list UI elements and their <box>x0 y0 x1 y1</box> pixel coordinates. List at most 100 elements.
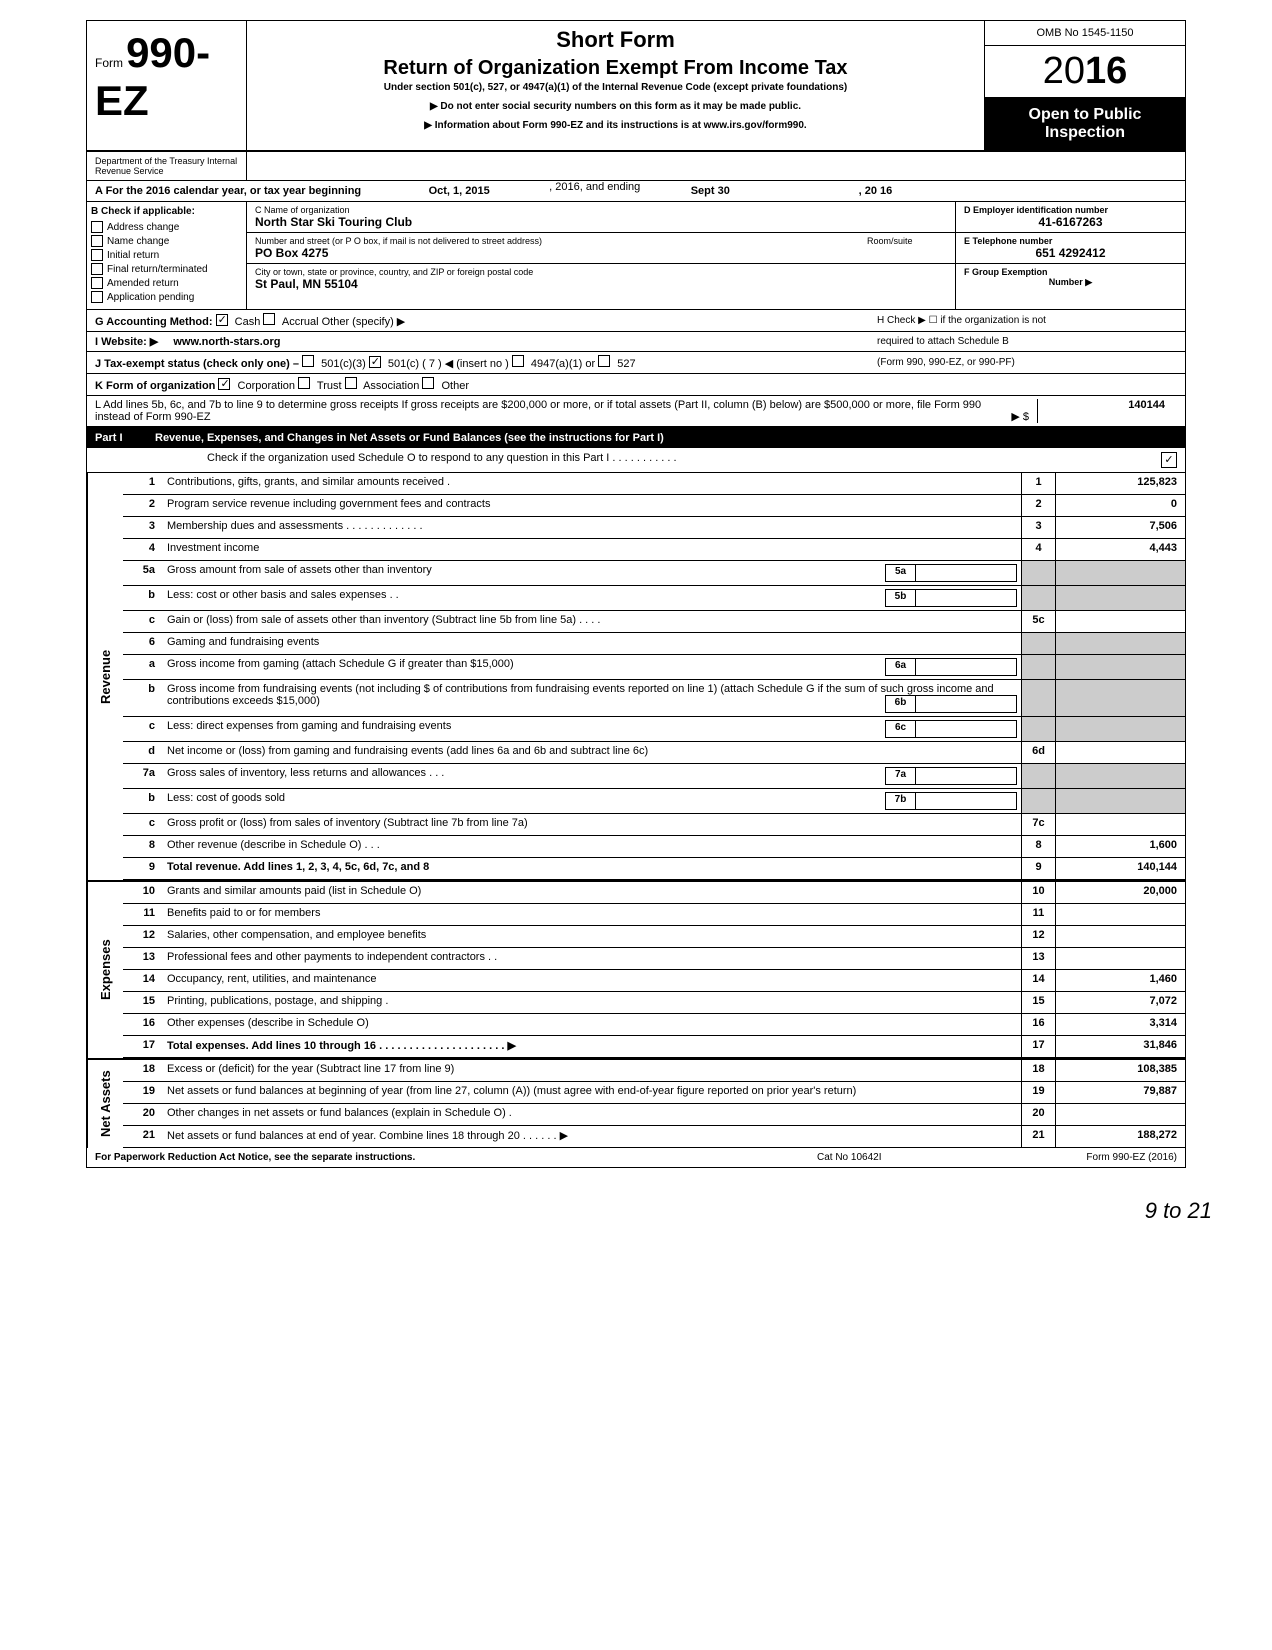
line-row: 2Program service revenue including gover… <box>123 495 1185 517</box>
row-i: I Website: ▶ www.north-stars.org require… <box>87 332 1185 352</box>
open-to-public: Open to Public Inspection <box>985 98 1185 150</box>
line-value <box>1055 611 1185 632</box>
form-page: Form 990-EZ Short Form Return of Organiz… <box>86 20 1186 1168</box>
ein-row: D Employer identification number 41-6167… <box>956 202 1185 233</box>
inline-amount-box[interactable]: 5a <box>885 564 1017 582</box>
inline-amount-box[interactable]: 5b <box>885 589 1017 607</box>
chk-501c3[interactable] <box>302 355 314 367</box>
part1-num: Part I <box>95 432 155 444</box>
chk-501c[interactable] <box>369 356 381 368</box>
chk-address-change[interactable]: Address change <box>91 221 242 233</box>
org-name-row: C Name of organization North Star Ski To… <box>247 202 955 233</box>
line-value: 1,460 <box>1055 970 1185 991</box>
c-room-label: Room/suite <box>867 236 947 246</box>
line-description: Gross amount from sale of assets other t… <box>163 561 1021 585</box>
line-box-number: 17 <box>1021 1036 1055 1057</box>
line-row: bLess: cost or other basis and sales exp… <box>123 586 1185 611</box>
chk-association[interactable] <box>345 377 357 389</box>
form-header: Form 990-EZ Short Form Return of Organiz… <box>87 21 1185 152</box>
line-row: cGain or (loss) from sale of assets othe… <box>123 611 1185 633</box>
chk-name-change[interactable]: Name change <box>91 235 242 247</box>
form-number: 990-EZ <box>95 29 210 124</box>
org-name: North Star Ski Touring Club <box>255 215 947 229</box>
ein-value: 41-6167263 <box>964 215 1177 229</box>
inline-amount-box[interactable]: 6c <box>885 720 1017 738</box>
row-k: K Form of organization Corporation Trust… <box>87 374 1185 396</box>
chk-initial-return[interactable]: Initial return <box>91 249 242 261</box>
chk-527[interactable] <box>598 355 610 367</box>
line-description: Investment income <box>163 539 1021 560</box>
handwritten-signature: 9 to 21 <box>20 1168 1252 1234</box>
line-box-number: 10 <box>1021 882 1055 903</box>
line-description: Other revenue (describe in Schedule O) .… <box>163 836 1021 857</box>
chk-final-return[interactable]: Final return/terminated <box>91 263 242 275</box>
c-name-label: C Name of organization <box>255 205 947 215</box>
line-row: 16Other expenses (describe in Schedule O… <box>123 1014 1185 1036</box>
line-description: Total revenue. Add lines 1, 2, 3, 4, 5c,… <box>163 858 1021 879</box>
k-label: K Form of organization <box>95 380 215 392</box>
chk-4947[interactable] <box>512 355 524 367</box>
line-row: bLess: cost of goods sold7b <box>123 789 1185 814</box>
inline-amount-box[interactable]: 7a <box>885 767 1017 785</box>
chk-cash[interactable] <box>216 314 228 326</box>
h-text3: (Form 990, 990-EZ, or 990-PF) <box>877 357 1177 368</box>
chk-amended[interactable]: Amended return <box>91 277 242 289</box>
line-description: Gross profit or (loss) from sales of inv… <box>163 814 1021 835</box>
tax-year-begin: Oct, 1, 2015 <box>369 181 549 201</box>
line-description: Contributions, gifts, grants, and simila… <box>163 473 1021 494</box>
line-value: 125,823 <box>1055 473 1185 494</box>
line-number: b <box>123 789 163 813</box>
line-value: 108,385 <box>1055 1060 1185 1081</box>
tax-year-end-year: , 20 16 <box>780 181 900 201</box>
group-exempt-row: F Group Exemption Number ▶ <box>956 264 1185 291</box>
department: Department of the Treasury Internal Reve… <box>87 152 247 180</box>
chk-other-org[interactable] <box>422 377 434 389</box>
line-number: 8 <box>123 836 163 857</box>
inline-amount-box[interactable]: 7b <box>885 792 1017 810</box>
line-box-number: 6d <box>1021 742 1055 763</box>
line-value <box>1055 904 1185 925</box>
chk-application-pending[interactable]: Application pending <box>91 291 242 303</box>
chk-corporation[interactable] <box>218 378 230 390</box>
line-number: 17 <box>123 1036 163 1057</box>
line-number: 12 <box>123 926 163 947</box>
line-row: 3Membership dues and assessments . . . .… <box>123 517 1185 539</box>
line-box-number: 11 <box>1021 904 1055 925</box>
line-row: dNet income or (loss) from gaming and fu… <box>123 742 1185 764</box>
line-number: d <box>123 742 163 763</box>
line-number: c <box>123 717 163 741</box>
line-box-number <box>1021 717 1055 741</box>
line-value <box>1055 814 1185 835</box>
row-j: J Tax-exempt status (check only one) – 5… <box>87 352 1185 374</box>
netassets-label: Net Assets <box>87 1060 123 1148</box>
c-city-label: City or town, state or province, country… <box>255 267 947 277</box>
line-box-number <box>1021 764 1055 788</box>
sched-o-checkbox[interactable]: ✓ <box>1161 452 1177 468</box>
line-number: 21 <box>123 1126 163 1147</box>
chk-trust[interactable] <box>298 377 310 389</box>
line-row: cLess: direct expenses from gaming and f… <box>123 717 1185 742</box>
line-box-number <box>1021 561 1055 585</box>
omb-number: OMB No 1545-1150 <box>985 21 1185 46</box>
part1-header: Part I Revenue, Expenses, and Changes in… <box>87 428 1185 448</box>
line-row: 6Gaming and fundraising events <box>123 633 1185 655</box>
line-box-number: 19 <box>1021 1082 1055 1103</box>
tel-label: E Telephone number <box>964 236 1177 246</box>
inline-amount-box[interactable]: 6a <box>885 658 1017 676</box>
line-value: 0 <box>1055 495 1185 516</box>
inline-amount-box[interactable]: 6b <box>885 695 1017 713</box>
tel-row: E Telephone number 651 4292412 <box>956 233 1185 264</box>
line-number: c <box>123 611 163 632</box>
line-number: 2 <box>123 495 163 516</box>
line-description: Less: direct expenses from gaming and fu… <box>163 717 1021 741</box>
line-value: 31,846 <box>1055 1036 1185 1057</box>
line-box-number: 8 <box>1021 836 1055 857</box>
line-description: Gaming and fundraising events <box>163 633 1021 654</box>
line-box-number: 13 <box>1021 948 1055 969</box>
expenses-label: Expenses <box>87 882 123 1058</box>
line-number: 19 <box>123 1082 163 1103</box>
line-row: 9Total revenue. Add lines 1, 2, 3, 4, 5c… <box>123 858 1185 880</box>
line-description: Gain or (loss) from sale of assets other… <box>163 611 1021 632</box>
chk-accrual[interactable] <box>263 313 275 325</box>
line-number: 7a <box>123 764 163 788</box>
